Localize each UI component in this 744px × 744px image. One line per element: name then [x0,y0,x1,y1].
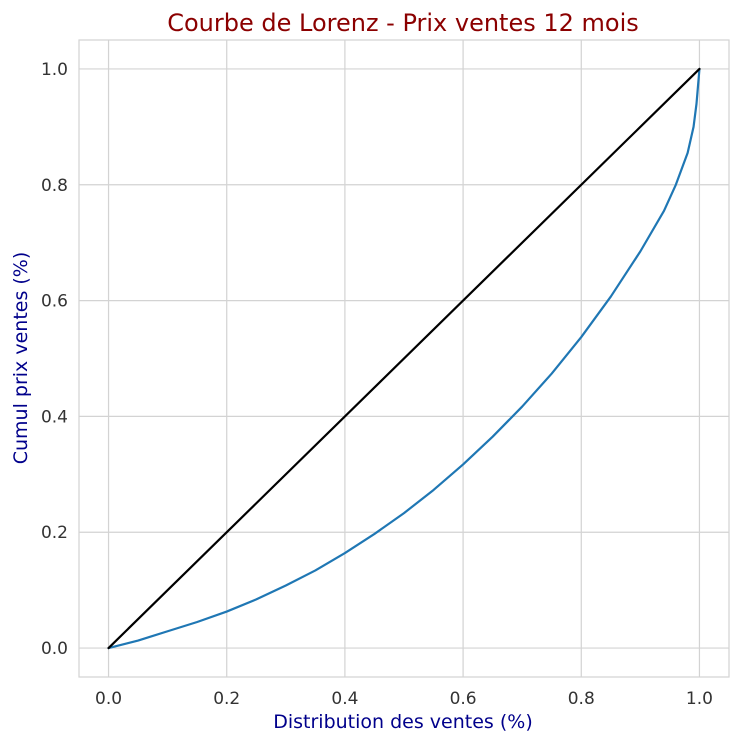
y-tick-label: 0.4 [41,407,68,427]
x-tick-label: 0.2 [213,689,240,709]
tick-labels: 0.0 0.2 0.4 0.6 0.8 1.0 0.0 0.2 0.4 0.6 0.8 1.0 [41,60,713,709]
x-tick-label: 1.0 [686,689,713,709]
x-tick-label: 0.8 [568,689,595,709]
y-axis-label: Cumul prix ventes (%) [10,252,32,465]
chart-title: Courbe de Lorenz - Prix ventes 12 mois [167,9,639,37]
y-tick-label: 1.0 [41,60,68,80]
x-tick-label: 0.0 [95,689,122,709]
y-tick-label: 0.8 [41,176,68,196]
x-tick-label: 0.6 [450,689,477,709]
grid-lines [79,40,729,677]
y-tick-label: 0.2 [41,523,68,543]
lorenz-curve-line [107,67,701,650]
series-lines [107,67,701,650]
plot-frame [78,39,730,678]
y-tick-label: 0.6 [41,292,68,312]
x-axis-label: Distribution des ventes (%) [273,711,533,733]
y-tick-label: 0.0 [41,639,68,659]
x-tick-label: 0.4 [331,689,358,709]
equality-line [107,67,701,650]
